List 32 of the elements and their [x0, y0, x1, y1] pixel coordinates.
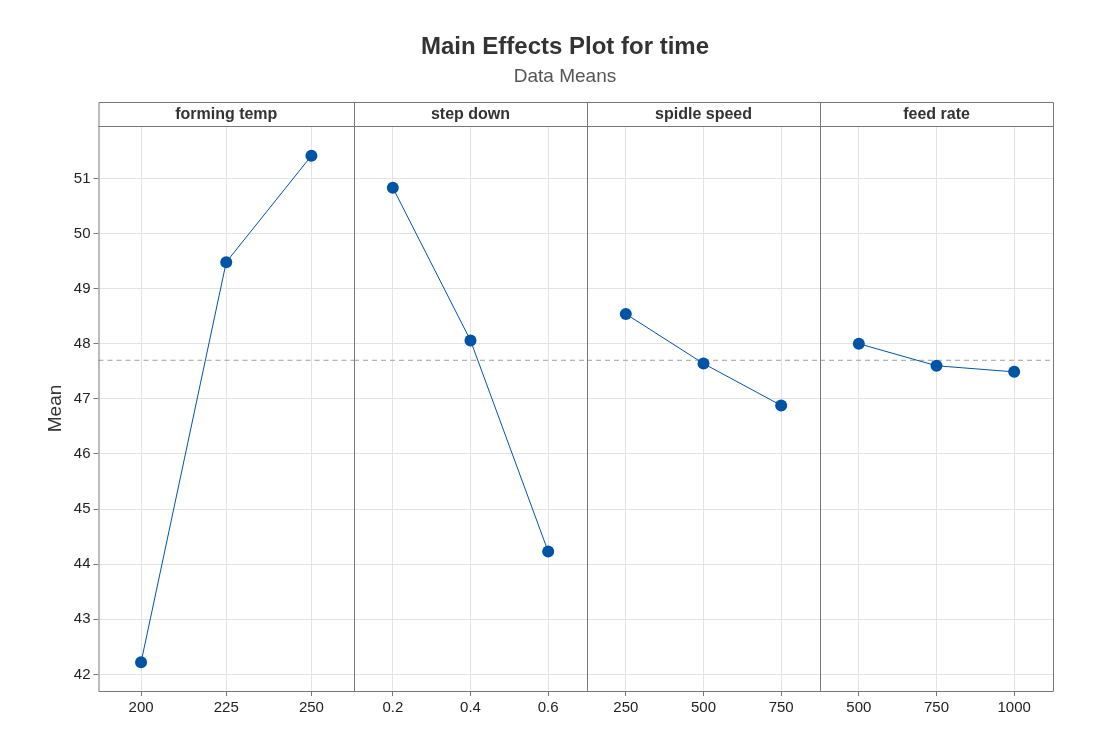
point	[135, 656, 148, 669]
chart-subtitle: Data Means	[513, 65, 617, 87]
x-tick-label: 250	[613, 698, 639, 716]
x-axis-title: feed rate	[903, 105, 970, 123]
y-tick-label: 46	[73, 444, 91, 462]
x-tick-label: 225	[213, 698, 239, 716]
x-tick-label: 500	[846, 698, 872, 716]
point	[220, 256, 233, 269]
y-tick-label: 45	[73, 499, 91, 517]
x-tick-label: 750	[923, 698, 950, 716]
y-tick-label: 42	[73, 664, 91, 682]
point	[305, 149, 318, 162]
y-tick-label: 49	[73, 278, 91, 296]
y-tick-label: 44	[73, 554, 91, 572]
x-tick-label: 0.4	[460, 698, 481, 716]
x-tick-label: 750	[768, 698, 794, 716]
x-tick-label: 250	[298, 698, 324, 716]
y-axis-title: Mean	[43, 384, 65, 433]
x-tick-label: 1000	[997, 698, 1031, 716]
y-tick-label: 51	[73, 168, 91, 186]
y-tick-label: 47	[73, 388, 91, 406]
y-tick-label: 50	[73, 223, 91, 241]
x-tick-label: 0.2	[382, 698, 404, 716]
y-tick-label: 48	[73, 333, 91, 351]
x-axis-title: step down	[430, 105, 511, 123]
y-tick-label: 43	[73, 609, 91, 627]
chart-title: Main Effects Plot for time	[420, 32, 710, 60]
x-tick-label: 0.6	[537, 698, 559, 716]
x-tick-label: 500	[690, 698, 717, 716]
x-axis-title: forming temp	[175, 105, 278, 123]
x-axis-title: spidle speed	[655, 105, 752, 123]
x-tick-label: 200	[128, 698, 154, 716]
